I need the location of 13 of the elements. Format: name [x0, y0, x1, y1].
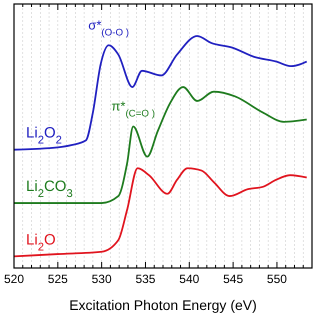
x-tick-label: 535 [135, 272, 156, 286]
series-label: Li$_{2}$O$_{2}$ [26, 124, 62, 147]
series-label: Li$_{2}$CO$_{3}$ [26, 178, 73, 200]
series-label: Li$_{2}$O [26, 231, 56, 254]
annotation: σ*$_{(O-O )}$ [88, 17, 130, 38]
x-tick-label: 525 [48, 272, 68, 286]
x-tick-label: 530 [92, 272, 112, 286]
x-tick-label: 550 [266, 272, 288, 286]
x-axis-title: Excitation Photon Energy (eV) [69, 297, 257, 313]
annotation: π*$_{(C=O )}$ [111, 98, 155, 119]
x-tick-label: 545 [223, 272, 244, 286]
x-tick-label: 540 [179, 272, 200, 286]
x-tick-label: 520 [4, 272, 24, 286]
